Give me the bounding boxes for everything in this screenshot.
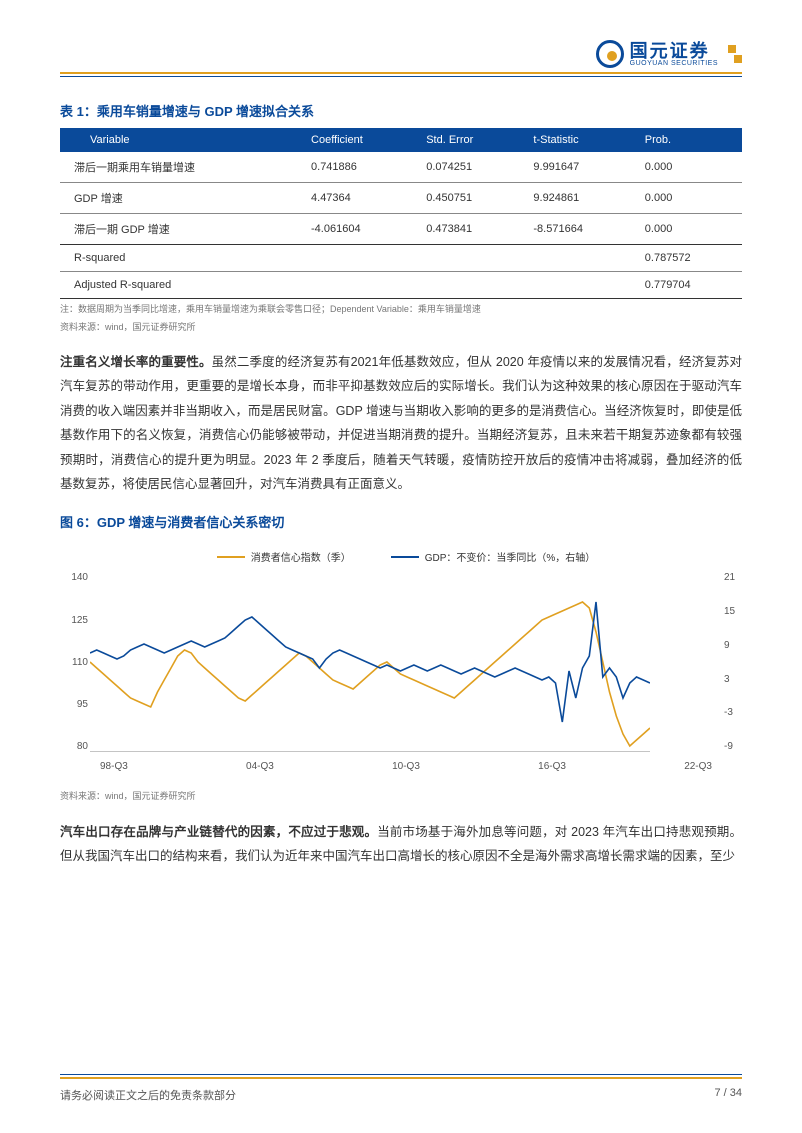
legend-item-2: GDP：不变价：当季同比（%，右轴） <box>391 549 596 564</box>
table-cell <box>525 272 636 299</box>
table-cell: 0.074251 <box>418 152 525 183</box>
table-note-1: 注：数据周期为当季同比增速，乘用车销量增速为乘联会零售口径；Dependent … <box>60 303 742 317</box>
table-caption: 表 1：乘用车销量增速与 GDP 增速拟合关系 <box>60 101 742 120</box>
table-note-2: 资料来源：wind，国元证券研究所 <box>60 321 742 335</box>
table-header: t-Statistic <box>525 128 636 152</box>
brand-cn: 国元证券 <box>630 42 718 60</box>
table-cell <box>418 245 525 272</box>
table-header: Variable <box>60 128 303 152</box>
brand-logo: 国元证券 GUOYUAN SECURITIES <box>596 40 742 68</box>
page-header: 国元证券 GUOYUAN SECURITIES <box>60 40 742 68</box>
page-number: 7 / 34 <box>714 1087 742 1103</box>
table-header: Coefficient <box>303 128 418 152</box>
table-cell: 0.000 <box>637 152 742 183</box>
footer-disclaimer: 请务必阅读正文之后的免责条款部分 <box>60 1087 236 1103</box>
y-axis-right: 211593-3-9 <box>724 572 744 752</box>
y-axis-left: 1401251109580 <box>66 572 88 752</box>
table-cell: -4.061604 <box>303 214 418 245</box>
table-cell <box>303 245 418 272</box>
table-cell: Adjusted R-squared <box>60 272 303 299</box>
brand-en: GUOYUAN SECURITIES <box>630 60 718 67</box>
para2-lead: 汽车出口存在品牌与产业链替代的因素，不应过于悲观。 <box>60 825 377 839</box>
legend-item-1: 消费者信心指数（季） <box>217 549 351 564</box>
legend-label-2: GDP：不变价：当季同比（%，右轴） <box>425 549 596 564</box>
table-cell <box>303 272 418 299</box>
table-cell <box>418 272 525 299</box>
table-header: Std. Error <box>418 128 525 152</box>
table-cell <box>525 245 636 272</box>
line-chart: 消费者信心指数（季） GDP：不变价：当季同比（%，右轴） 1401251109… <box>60 539 742 786</box>
table-cell: 0.779704 <box>637 272 742 299</box>
regression-table: VariableCoefficientStd. Errort-Statistic… <box>60 128 742 299</box>
logo-decoration <box>728 45 742 63</box>
paragraph-2: 汽车出口存在品牌与产业链替代的因素，不应过于悲观。当前市场基于海外加息等问题，对… <box>60 820 742 869</box>
table-cell: GDP 增速 <box>60 183 303 214</box>
table-cell: 0.787572 <box>637 245 742 272</box>
table-cell: 0.000 <box>637 183 742 214</box>
paragraph-1: 注重名义增长率的重要性。虽然二季度的经济复苏有2021年低基数效应，但从 202… <box>60 350 742 496</box>
x-axis: 98-Q304-Q310-Q316-Q322-Q3 <box>90 761 722 772</box>
table-cell: 9.991647 <box>525 152 636 183</box>
table-cell: 0.473841 <box>418 214 525 245</box>
chart-caption: 图 6：GDP 增速与消费者信心关系密切 <box>60 512 742 531</box>
table-cell: 0.000 <box>637 214 742 245</box>
chart-note: 资料来源：wind，国元证券研究所 <box>60 790 742 804</box>
table-cell: 9.924861 <box>525 183 636 214</box>
para1-body: 虽然二季度的经济复苏有2021年低基数效应，但从 2020 年疫情以来的发展情况… <box>60 355 742 491</box>
page-footer: 请务必阅读正文之后的免责条款部分 7 / 34 <box>60 1074 742 1103</box>
table-cell: 4.47364 <box>303 183 418 214</box>
table-cell: 0.741886 <box>303 152 418 183</box>
table-cell: -8.571664 <box>525 214 636 245</box>
table-cell: 滞后一期乘用车销量增速 <box>60 152 303 183</box>
table-cell: R-squared <box>60 245 303 272</box>
logo-icon <box>596 40 624 68</box>
table-cell: 滞后一期 GDP 增速 <box>60 214 303 245</box>
para1-lead: 注重名义增长率的重要性。 <box>60 355 212 369</box>
chart-plot <box>90 572 650 752</box>
legend-label-1: 消费者信心指数（季） <box>251 549 351 564</box>
table-header: Prob. <box>637 128 742 152</box>
table-cell: 0.450751 <box>418 183 525 214</box>
